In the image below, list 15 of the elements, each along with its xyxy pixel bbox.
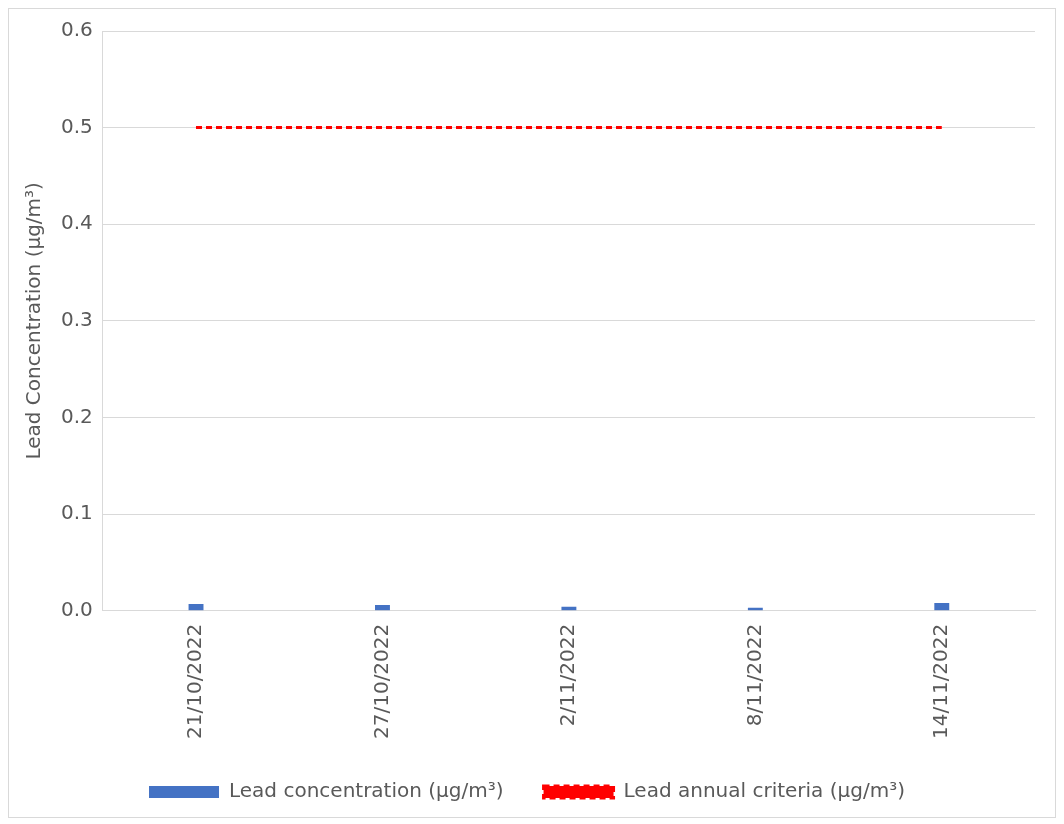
y-tick-label: 0.6 [60,17,93,42]
x-tick-label: 2/11/2022 [555,623,580,727]
y-tick-label: 0.1 [60,500,93,525]
x-tick-label: 21/10/2022 [182,623,207,740]
x-tick-label: 8/11/2022 [741,623,766,727]
y-tick-label: 0.2 [60,403,93,428]
x-tick-label: 27/10/2022 [368,623,393,740]
y-tick-label: 0.0 [60,596,93,621]
y-axis-title: Lead Concentration (µg/m³) [21,182,46,460]
legend-label: Lead concentration (µg/m³) [229,778,504,803]
y-tick-label: 0.3 [60,307,93,332]
y-tick-label: 0.5 [60,113,93,138]
x-tick-label: 14/11/2022 [927,623,952,740]
legend-label: Lead annual criteria (µg/m³) [623,778,905,803]
y-tick-label: 0.4 [60,210,93,235]
